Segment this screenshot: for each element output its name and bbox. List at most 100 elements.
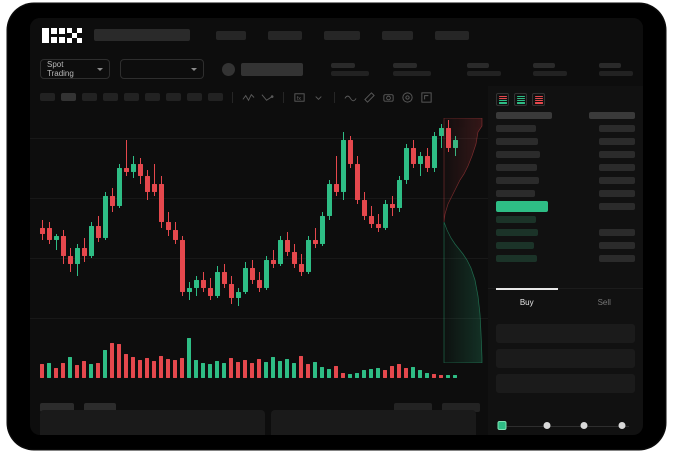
stat-3 bbox=[467, 62, 501, 76]
nav-link-4[interactable] bbox=[382, 30, 413, 40]
orderbook-col-price bbox=[496, 112, 552, 119]
stat-3-value bbox=[467, 70, 501, 76]
global-search-input[interactable] bbox=[94, 29, 190, 41]
app-screen: Spot Trading bbox=[30, 18, 643, 435]
bottom-panel-2[interactable] bbox=[271, 410, 476, 435]
volume-bar bbox=[61, 363, 65, 378]
orderbook-ask-row[interactable] bbox=[496, 176, 635, 185]
camera-icon[interactable] bbox=[382, 91, 395, 104]
orderbook-rows[interactable] bbox=[488, 111, 643, 263]
orderbook-ask-row[interactable] bbox=[496, 124, 635, 133]
timeframe-4[interactable] bbox=[103, 93, 118, 101]
volume-bar bbox=[222, 363, 226, 378]
orderbook-bid-row[interactable] bbox=[496, 254, 635, 263]
nav-link-5[interactable] bbox=[435, 30, 469, 40]
tab-sell[interactable]: Sell bbox=[566, 289, 644, 316]
ruler-icon[interactable] bbox=[363, 91, 376, 104]
ask-price bbox=[496, 138, 538, 145]
timeframe-6[interactable] bbox=[145, 93, 160, 101]
orderbook-bids-only-icon[interactable] bbox=[514, 93, 527, 106]
order-amount-input[interactable] bbox=[496, 349, 635, 368]
chevron-down-icon[interactable] bbox=[312, 91, 325, 104]
tab-buy[interactable]: Buy bbox=[488, 288, 566, 316]
slider-step-3[interactable] bbox=[618, 422, 626, 429]
bottom-panel-1[interactable] bbox=[40, 410, 265, 435]
okx-logo[interactable] bbox=[42, 27, 82, 43]
orderbook-both-icon[interactable] bbox=[496, 93, 509, 106]
timeframe-3[interactable] bbox=[82, 93, 97, 101]
volume-bar bbox=[390, 366, 394, 378]
market-type-dropdown[interactable]: Spot Trading bbox=[40, 59, 110, 79]
stat-1-label bbox=[331, 62, 355, 68]
tab-sell-label: Sell bbox=[597, 298, 611, 307]
timeframe-9[interactable] bbox=[208, 93, 223, 101]
logo-glyph-x bbox=[67, 27, 82, 43]
ask-price bbox=[496, 164, 537, 171]
trading-pair-dropdown[interactable] bbox=[119, 59, 204, 79]
tablet-device-frame: Spot Trading bbox=[8, 4, 665, 449]
orderbook-bid-row[interactable] bbox=[496, 215, 635, 224]
volume-bar bbox=[215, 360, 219, 378]
volume-bar bbox=[159, 356, 163, 378]
ask-amount bbox=[599, 125, 635, 132]
volume-bar bbox=[425, 372, 429, 378]
volume-bar bbox=[152, 360, 156, 378]
timeframe-5[interactable] bbox=[124, 93, 139, 101]
chart-footer-tab-2[interactable] bbox=[84, 402, 116, 412]
chevron-down-icon bbox=[191, 67, 197, 71]
wave-icon[interactable] bbox=[344, 91, 357, 104]
slider-step-0[interactable] bbox=[497, 421, 507, 430]
volume-bar bbox=[306, 364, 310, 378]
market-depth-overlay bbox=[438, 118, 490, 363]
volume-bar bbox=[180, 358, 184, 378]
volume-bar bbox=[446, 374, 450, 378]
volume-bar bbox=[341, 373, 345, 378]
volume-bar bbox=[299, 356, 303, 378]
bid-amount bbox=[599, 229, 635, 236]
price-chart[interactable] bbox=[30, 108, 490, 393]
volume-bar bbox=[418, 369, 422, 378]
orderbook-col-amount bbox=[589, 112, 635, 119]
order-price-input[interactable] bbox=[496, 324, 635, 343]
chevron-down-icon bbox=[96, 67, 103, 71]
orderbook-ask-row[interactable] bbox=[496, 189, 635, 198]
stat-5 bbox=[599, 62, 633, 76]
orderbook-asks-only-icon[interactable] bbox=[532, 93, 545, 106]
chart-footer-button-2[interactable] bbox=[442, 402, 480, 412]
timeframe-1[interactable] bbox=[40, 93, 55, 101]
slider-step-2[interactable] bbox=[580, 422, 588, 429]
slider-track bbox=[502, 426, 629, 427]
bid-amount bbox=[599, 216, 635, 223]
fullscreen-icon[interactable] bbox=[420, 91, 433, 104]
volume-bar bbox=[264, 361, 268, 378]
nav-link-1[interactable] bbox=[216, 30, 246, 40]
orderbook-bid-row[interactable] bbox=[496, 241, 635, 250]
timeframe-8[interactable] bbox=[187, 93, 202, 101]
order-total-input[interactable] bbox=[496, 374, 635, 393]
timeframe-7[interactable] bbox=[166, 93, 181, 101]
volume-bar bbox=[439, 375, 443, 378]
chart-footer-actions bbox=[394, 402, 480, 412]
volume-bar bbox=[362, 369, 366, 378]
volume-bar bbox=[82, 360, 86, 378]
orderbook-spread-row[interactable] bbox=[496, 201, 635, 212]
gridline bbox=[30, 198, 490, 199]
chart-footer-button-1[interactable] bbox=[394, 402, 432, 412]
orderbook-ask-row[interactable] bbox=[496, 150, 635, 159]
volume-bar bbox=[75, 365, 79, 378]
indicator-icon[interactable]: fx bbox=[293, 91, 306, 104]
slider-step-1[interactable] bbox=[543, 422, 551, 429]
nav-link-2[interactable] bbox=[268, 30, 302, 40]
order-panel: Buy Sell bbox=[488, 86, 643, 435]
orderbook-bid-row[interactable] bbox=[496, 228, 635, 237]
orderbook-ask-row[interactable] bbox=[496, 163, 635, 172]
amount-slider[interactable] bbox=[497, 421, 633, 433]
orderbook-ask-row[interactable] bbox=[496, 137, 635, 146]
settings-icon[interactable] bbox=[401, 91, 414, 104]
line-chart-icon[interactable] bbox=[242, 91, 255, 104]
nav-link-3[interactable] bbox=[324, 30, 360, 40]
volume-bar bbox=[117, 344, 121, 378]
trend-line-icon[interactable] bbox=[261, 91, 274, 104]
timeframe-2[interactable] bbox=[61, 93, 76, 101]
volume-bar bbox=[257, 358, 261, 378]
